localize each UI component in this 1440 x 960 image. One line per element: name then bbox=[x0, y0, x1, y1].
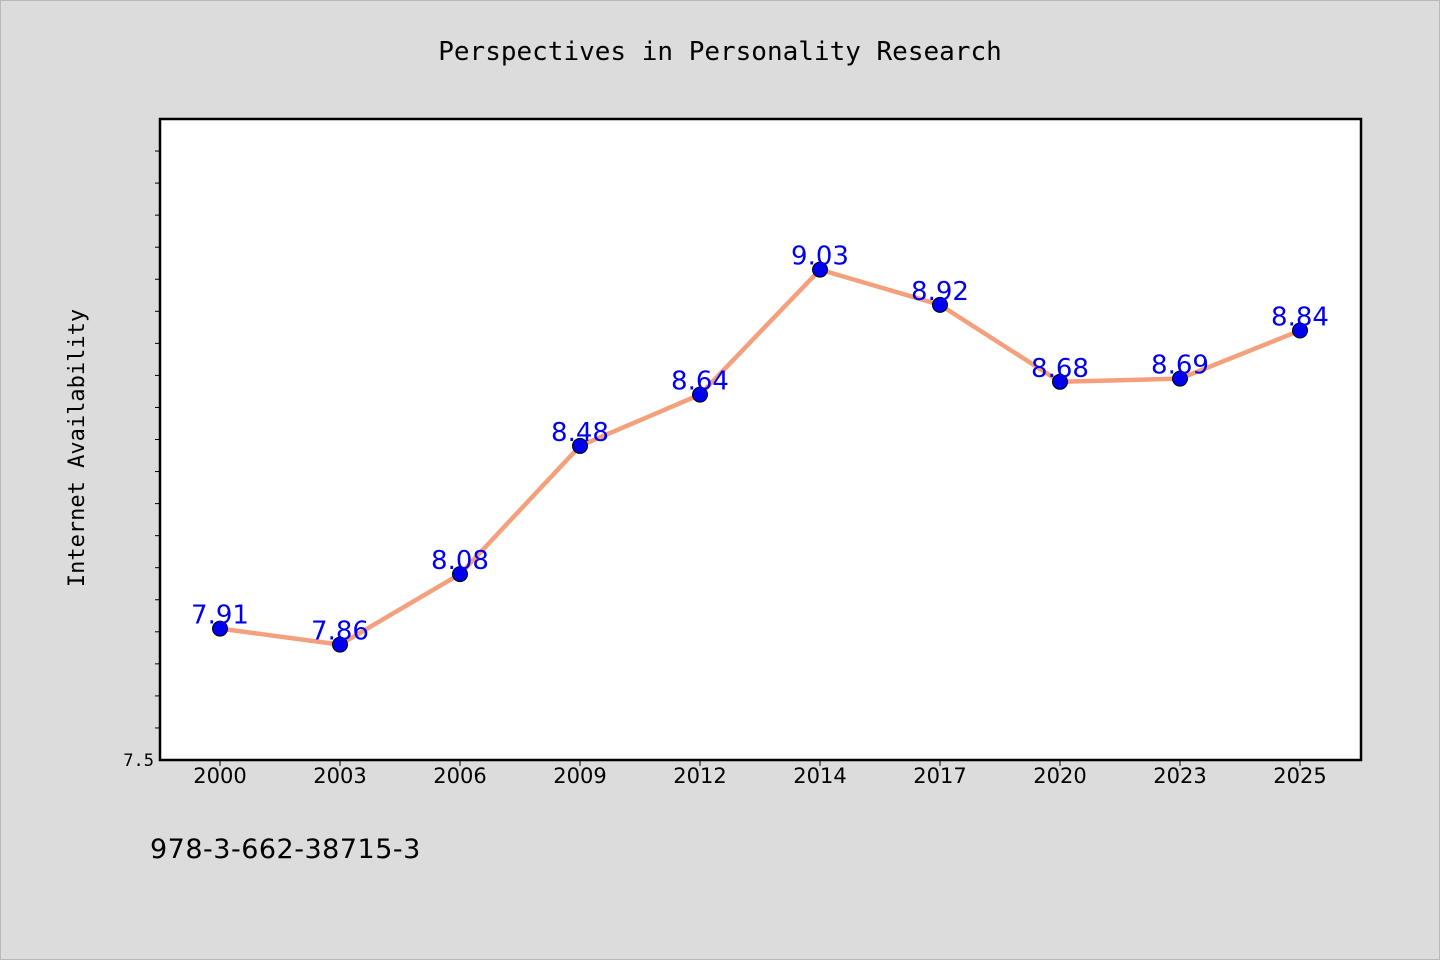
data-label: 8.08 bbox=[431, 546, 489, 576]
x-tick-label: 2009 bbox=[553, 764, 606, 788]
chart-title: Perspectives in Personality Research bbox=[438, 37, 1002, 67]
data-label: 8.84 bbox=[1271, 303, 1329, 333]
series-line bbox=[217, 267, 1303, 647]
data-point bbox=[572, 437, 588, 454]
data-labels: 7.91 7.86 8.08 8.48 8.64 9.03 8.92 8.68 8.69 8.84 bbox=[191, 242, 1329, 647]
series-markers bbox=[212, 261, 1308, 653]
data-label: 8.69 bbox=[1151, 351, 1209, 381]
data-point bbox=[1172, 370, 1188, 387]
plot-area bbox=[158, 117, 1363, 762]
x-tick-label: 2000 bbox=[193, 764, 246, 788]
data-point bbox=[452, 566, 468, 583]
y-axis-label: Internet Availability bbox=[65, 309, 90, 587]
data-label: 8.48 bbox=[551, 418, 609, 448]
x-tick-label: 2012 bbox=[673, 764, 726, 788]
series-line-path bbox=[217, 267, 1303, 647]
isbn-code: 978-3-662-38715-3 bbox=[150, 834, 421, 865]
data-label: 8.64 bbox=[671, 367, 729, 397]
data-point bbox=[332, 636, 348, 653]
x-tick-label: 2014 bbox=[793, 764, 846, 788]
x-tick-label: 2017 bbox=[913, 764, 966, 788]
data-label: 8.92 bbox=[911, 277, 969, 307]
x-axis-ticks: 2000 2003 2006 2009 2012 2014 2017 2020 2023 2025 bbox=[193, 760, 1327, 788]
x-tick-label: 2006 bbox=[433, 764, 486, 788]
x-tick-label: 2003 bbox=[313, 764, 366, 788]
data-label: 9.03 bbox=[791, 242, 849, 272]
x-tick-label: 2020 bbox=[1033, 764, 1086, 788]
y-axis-ticks: 7.5 bbox=[123, 150, 160, 771]
data-point bbox=[692, 386, 708, 403]
y-tick-label: 7.5 bbox=[123, 751, 154, 771]
data-point bbox=[812, 261, 828, 278]
data-point bbox=[932, 296, 948, 313]
data-label: 7.91 bbox=[191, 601, 249, 631]
data-label: 8.68 bbox=[1031, 354, 1089, 384]
x-tick-label: 2025 bbox=[1273, 764, 1326, 788]
data-point bbox=[212, 620, 228, 637]
x-tick-label: 2023 bbox=[1153, 764, 1206, 788]
data-point bbox=[1292, 322, 1308, 339]
data-point bbox=[1052, 373, 1068, 390]
data-label: 7.86 bbox=[311, 617, 369, 647]
